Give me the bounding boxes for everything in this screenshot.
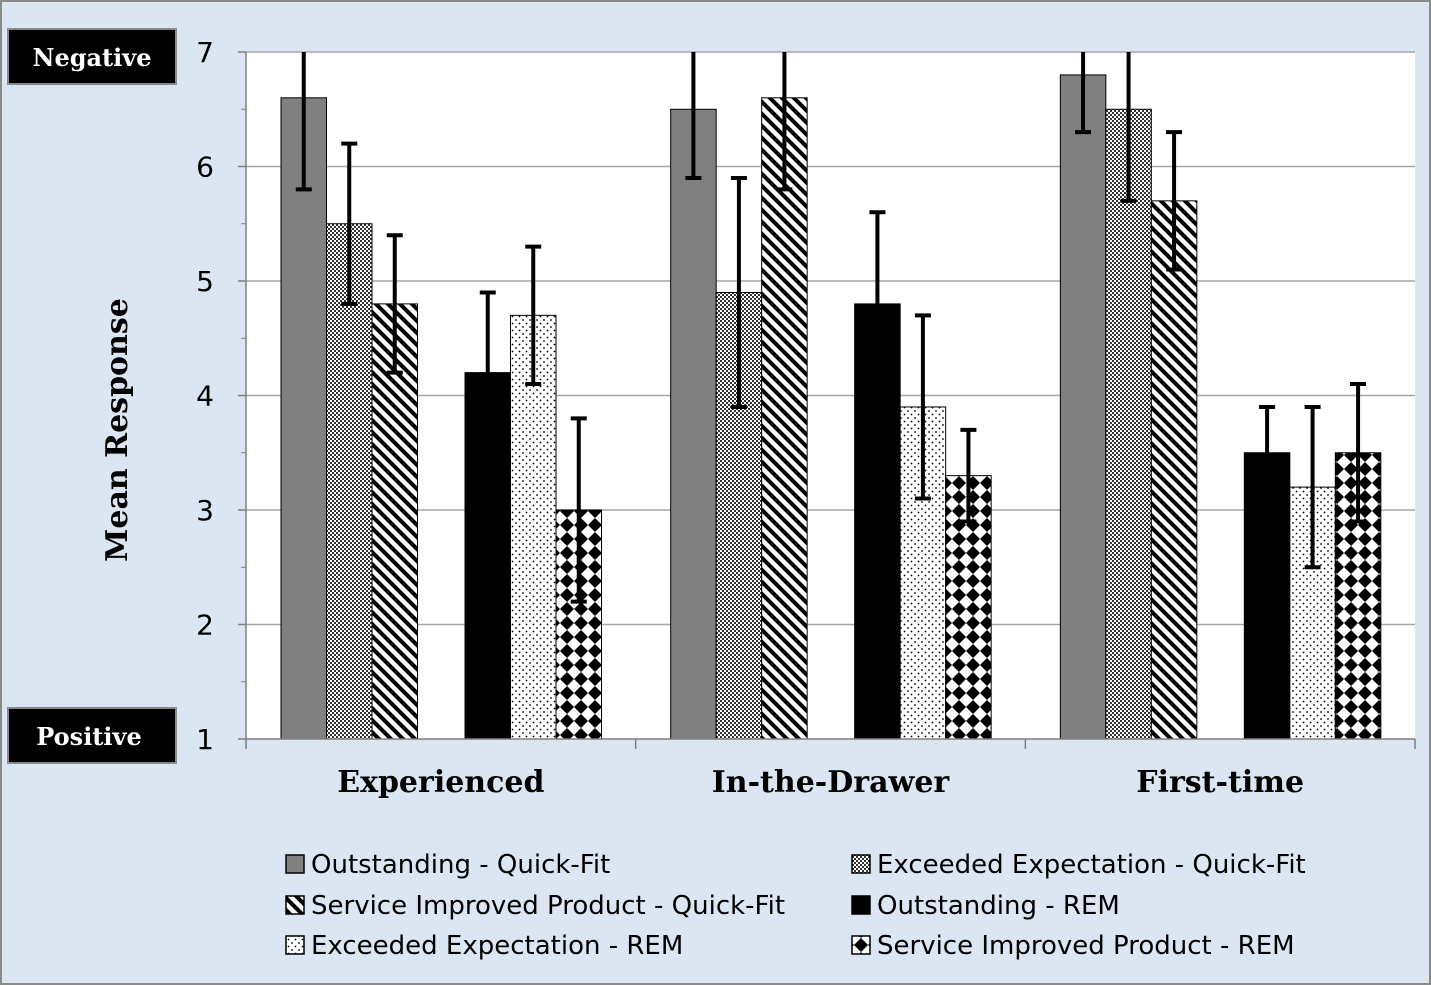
bars xyxy=(280,74,1382,740)
y-axis-label: Mean Response xyxy=(100,298,135,562)
legend-swatch xyxy=(851,935,871,955)
legend-swatch xyxy=(285,895,305,915)
category-label: In-the-Drawer xyxy=(712,765,951,800)
legend-item: Service Improved Product - REM xyxy=(851,931,1295,961)
bar-2-first-time xyxy=(1105,108,1152,740)
negative-marker: Negative xyxy=(7,28,177,85)
legend-label: Exceeded Expectation - REM xyxy=(311,931,683,961)
y-tick-label: 5 xyxy=(196,265,214,298)
legend-swatch xyxy=(851,854,871,874)
legend-label: Exceeded Expectation - Quick-Fit xyxy=(877,850,1306,880)
legend: Outstanding - Quick-Fit Exceeded Expectat… xyxy=(285,850,1306,961)
legend-swatch xyxy=(285,854,305,874)
bar-3-in-the-drawer xyxy=(761,97,808,740)
legend-item: Outstanding - Quick-Fit xyxy=(285,850,610,880)
legend-label: Service Improved Product - REM xyxy=(877,931,1295,961)
legend-item: Outstanding - REM xyxy=(851,891,1120,921)
error-bars xyxy=(295,52,1367,604)
positive-marker: Positive xyxy=(7,707,177,764)
legend-item: Exceeded Expectation - Quick-Fit xyxy=(851,850,1306,880)
bar-1-first-time xyxy=(1059,74,1107,740)
category-label: First-time xyxy=(1136,765,1304,800)
legend-swatch xyxy=(851,895,871,915)
positive-marker-label: Positive xyxy=(36,722,141,751)
legend-item: Exceeded Expectation - REM xyxy=(285,931,683,961)
y-tick-label: 7 xyxy=(196,36,214,69)
legend-label: Service Improved Product - Quick-Fit xyxy=(311,891,785,921)
y-tick-label: 4 xyxy=(196,380,214,413)
category-labels: Experienced In-the-Drawer First-time xyxy=(337,765,1304,800)
bar-3-first-time xyxy=(1150,200,1198,740)
bar-1-experienced xyxy=(280,97,327,740)
legend-item: Service Improved Product - Quick-Fit xyxy=(285,891,785,921)
y-tick-label: 3 xyxy=(196,494,214,527)
legend-swatch xyxy=(285,935,305,955)
negative-marker-label: Negative xyxy=(33,43,152,72)
bar-1-in-the-drawer xyxy=(670,108,717,740)
legend-label: Outstanding - Quick-Fit xyxy=(311,850,610,880)
axes xyxy=(238,51,1416,749)
y-tick-label: 2 xyxy=(196,609,214,642)
y-tick-label: 1 xyxy=(196,723,214,756)
category-label: Experienced xyxy=(337,765,544,800)
y-tick-labels: 1 2 3 4 5 6 7 xyxy=(196,36,214,756)
bar-6-in-the-drawer xyxy=(945,475,992,740)
legend-label: Outstanding - REM xyxy=(877,891,1120,921)
grid-lines xyxy=(246,51,1415,626)
y-tick-label: 6 xyxy=(196,151,214,184)
